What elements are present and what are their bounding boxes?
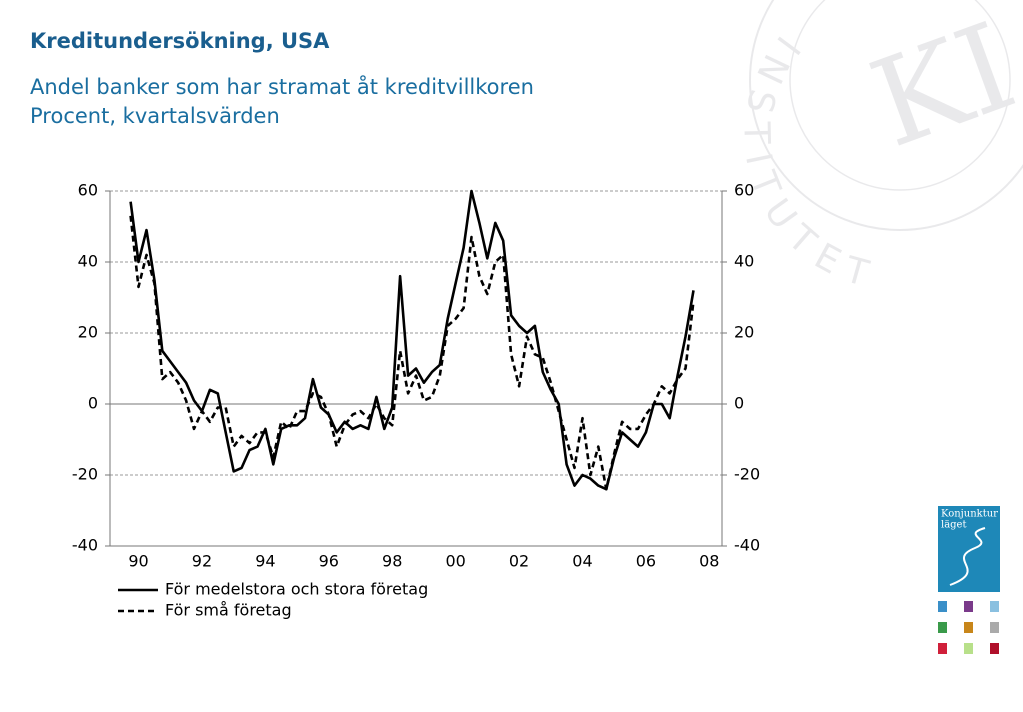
x-tick-label: 06 xyxy=(636,552,656,571)
x-tick-label: 92 xyxy=(192,552,212,571)
watermark-ring xyxy=(749,0,1023,231)
watermark: KI INSTITUTET xyxy=(735,0,1023,298)
watermark-ring-inner xyxy=(789,0,1011,191)
badge: Konjunktur läget xyxy=(938,506,1000,654)
y2-tick-label: -20 xyxy=(734,465,760,484)
badge-thumb xyxy=(990,601,999,612)
badge-thumb xyxy=(990,622,999,633)
badge-cover xyxy=(938,506,1000,592)
badge-thumb xyxy=(964,643,973,654)
x-tick-label: 90 xyxy=(128,552,148,571)
watermark-ring-path: INSTITUTET xyxy=(735,28,872,297)
badge-thumb xyxy=(938,601,947,612)
x-tick-label: 00 xyxy=(445,552,465,571)
legend-label: För små företag xyxy=(165,601,292,620)
x-tick-label: 96 xyxy=(319,552,339,571)
x-tick-label: 08 xyxy=(699,552,719,571)
subtitle: Andel banker som har stramat åt kreditvi… xyxy=(30,74,534,99)
y-tick-label: -20 xyxy=(72,465,98,484)
badge-text: läget xyxy=(941,520,967,531)
y-tick-label: 40 xyxy=(78,252,98,271)
x-tick-label: 04 xyxy=(572,552,592,571)
y2-tick-label: 0 xyxy=(734,394,744,413)
watermark-letters: KI xyxy=(855,0,1023,175)
watermark-ring-text: INSTITUTET xyxy=(735,28,882,297)
badge-thumb xyxy=(990,643,999,654)
badge-thumb xyxy=(938,622,947,633)
y-tick-label: 20 xyxy=(78,323,98,342)
chart-title: Kreditundersökning, USA xyxy=(30,29,330,53)
badge-thumb xyxy=(964,622,973,633)
x-tick-label: 98 xyxy=(382,552,402,571)
badge-thumb xyxy=(964,601,973,612)
line-series xyxy=(129,189,695,491)
y2-tick-label: 60 xyxy=(734,181,754,200)
subtitle: Procent, kvartalsvärden xyxy=(30,104,280,128)
line-series xyxy=(129,215,695,491)
y-tick-label: 60 xyxy=(78,181,98,200)
y-tick-label: 0 xyxy=(88,394,98,413)
legend-label: För medelstora och stora företag xyxy=(165,580,428,599)
y2-tick-label: 20 xyxy=(734,323,754,342)
badge-thumb xyxy=(938,643,947,654)
y2-tick-label: -40 xyxy=(734,536,760,555)
badge-text: Konjunktur xyxy=(941,509,998,520)
x-tick-label: 02 xyxy=(509,552,529,571)
y2-tick-label: 40 xyxy=(734,252,754,271)
badge-swirl xyxy=(949,527,986,586)
x-tick-label: 94 xyxy=(255,552,275,571)
y-tick-label: -40 xyxy=(72,536,98,555)
